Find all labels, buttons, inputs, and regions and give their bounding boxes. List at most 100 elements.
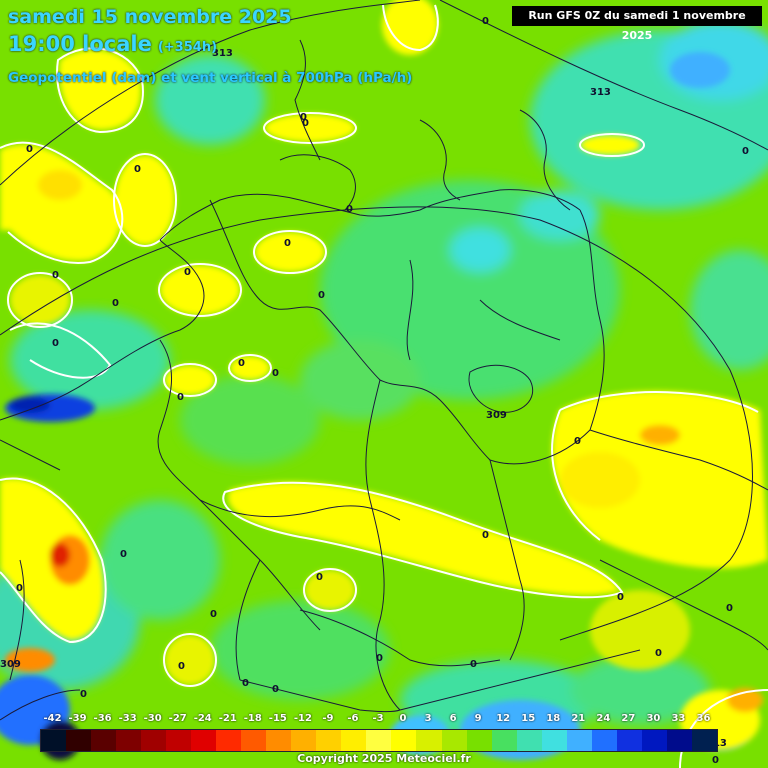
- legend-swatch: [91, 730, 117, 751]
- zero-labels: 0 0 0 0 0 0 0 0 0 0 0 0 0 0 0 0 0 0 0 0 …: [16, 16, 749, 766]
- zero-label: 0: [242, 678, 249, 689]
- zero-label: 0: [272, 684, 279, 695]
- zero-label: 0: [302, 118, 309, 129]
- legend-tick: 18: [546, 713, 561, 724]
- zero-label: 0: [178, 661, 185, 672]
- zero-label: 0: [346, 204, 353, 215]
- legend-swatch: [441, 730, 467, 751]
- zero-label: 0: [16, 583, 23, 594]
- legend-tick: 12: [496, 713, 511, 724]
- legend-tick: 33: [671, 713, 686, 724]
- legend-swatch: [691, 730, 717, 751]
- zero-label: 0: [712, 755, 719, 766]
- zero-label: 0: [134, 164, 141, 175]
- zero-label: 0: [574, 436, 581, 447]
- forecast-time: 19:00 locale (+354h): [8, 32, 217, 56]
- legend-swatch: [141, 730, 167, 751]
- zero-label: 0: [376, 653, 383, 664]
- coastlines: [0, 39, 581, 681]
- zero-label: 0: [470, 659, 477, 670]
- legend-swatch: [316, 730, 342, 751]
- legend-tick: -30: [143, 713, 162, 724]
- legend-tick: 0: [399, 713, 407, 724]
- legend-swatch: [291, 730, 317, 751]
- legend-swatch: [341, 730, 367, 751]
- zero-label: 0: [26, 144, 33, 155]
- zero-label: 0: [238, 358, 245, 369]
- zero-label: 0: [112, 298, 119, 309]
- zero-contours: [0, 4, 768, 768]
- run-label: Run GFS 0Z du samedi 1 novembre 2025: [512, 6, 762, 42]
- zero-label: 0: [272, 368, 279, 379]
- forecast-time-label: 19:00 locale: [8, 32, 152, 56]
- legend-tick: 21: [571, 713, 586, 724]
- color-legend: [40, 729, 718, 752]
- legend-tick: -9: [322, 713, 334, 724]
- legend-swatch: [566, 730, 592, 751]
- zero-label: 0: [742, 146, 749, 157]
- legend-tick: -3: [372, 713, 384, 724]
- legend-tick: -18: [243, 713, 262, 724]
- legend-tick: -15: [268, 713, 287, 724]
- legend-tick: -6: [347, 713, 359, 724]
- zero-label: 0: [617, 592, 624, 603]
- legend-swatch: [416, 730, 442, 751]
- zero-label: 0: [655, 648, 662, 659]
- legend-swatch: [116, 730, 142, 751]
- zero-label: 0: [726, 603, 733, 614]
- zero-label: 0: [284, 238, 291, 249]
- legend-swatch: [666, 730, 692, 751]
- legend-tick: 27: [621, 713, 636, 724]
- legend-tick: 3: [424, 713, 432, 724]
- legend-swatch: [166, 730, 192, 751]
- zero-label: 0: [300, 112, 307, 123]
- zero-label: 0: [210, 609, 217, 620]
- legend-swatch: [391, 730, 417, 751]
- zero-label: 0: [482, 530, 489, 541]
- legend-tick: -42: [43, 713, 62, 724]
- forecast-date: samedi 15 novembre 2025: [8, 6, 292, 28]
- legend-swatch: [241, 730, 267, 751]
- legend-swatch: [66, 730, 92, 751]
- legend-tick: 36: [696, 713, 711, 724]
- legend-tick: 30: [646, 713, 661, 724]
- zero-label: 0: [316, 572, 323, 583]
- legend-swatch: [41, 730, 67, 751]
- zero-label: 0: [184, 267, 191, 278]
- legend-swatch: [616, 730, 642, 751]
- parameter-title: Geopotentiel (dam) et vent vertical à 70…: [8, 70, 413, 86]
- zero-label: 0: [177, 392, 184, 403]
- geo-label: 313: [212, 48, 233, 59]
- legend-tick: -33: [118, 713, 137, 724]
- geopotential-contours: [0, 0, 768, 721]
- zero-label: 0: [52, 270, 59, 281]
- legend-tick: -21: [218, 713, 237, 724]
- legend-swatch: [516, 730, 542, 751]
- legend-swatch: [491, 730, 517, 751]
- geo-label: 309: [0, 659, 21, 670]
- geo-label: 309: [486, 410, 507, 421]
- legend-tick: 6: [449, 713, 457, 724]
- legend-swatch: [191, 730, 217, 751]
- legend-swatch: [541, 730, 567, 751]
- legend-tick: 15: [521, 713, 536, 724]
- legend-swatch: [366, 730, 392, 751]
- legend-tick: -36: [93, 713, 112, 724]
- zero-label: 0: [52, 338, 59, 349]
- zero-label: 0: [120, 549, 127, 560]
- legend-swatch: [216, 730, 242, 751]
- zero-label: 0: [482, 16, 489, 27]
- zero-label: 0: [80, 689, 87, 700]
- zero-label: 0: [318, 290, 325, 301]
- country-borders: [157, 199, 768, 712]
- copyright: Copyright 2025 Meteociel.fr: [297, 752, 471, 765]
- legend-swatch: [466, 730, 492, 751]
- legend-swatch: [641, 730, 667, 751]
- legend-tick: -39: [68, 713, 87, 724]
- legend-swatch: [266, 730, 292, 751]
- legend-tick: -27: [168, 713, 187, 724]
- legend-ticks: -42 -39 -36 -33 -30 -27 -24 -21 -18 -15 -12 -9 -6 -3 0…: [40, 713, 716, 727]
- legend-tick: 9: [474, 713, 482, 724]
